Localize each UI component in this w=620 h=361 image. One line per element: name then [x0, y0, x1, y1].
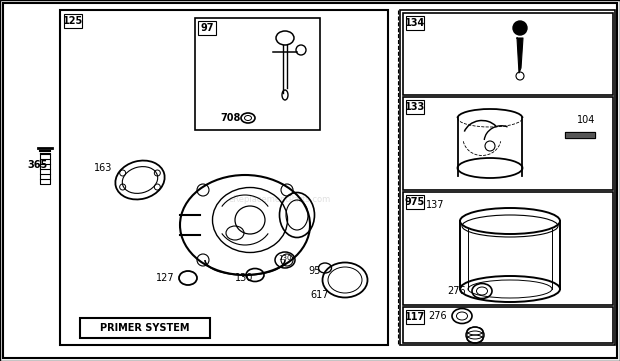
- Text: 130: 130: [278, 255, 292, 261]
- Bar: [403, 13, 613, 95]
- Bar: [198, 21, 216, 35]
- Bar: [400, 10, 615, 345]
- Text: 95: 95: [308, 266, 321, 276]
- Text: 617: 617: [310, 290, 329, 300]
- Text: 117: 117: [405, 312, 425, 322]
- Circle shape: [513, 21, 527, 35]
- Text: 365: 365: [28, 160, 48, 170]
- Text: 104: 104: [577, 115, 595, 125]
- Text: 127: 127: [156, 273, 175, 283]
- Polygon shape: [565, 132, 595, 138]
- Polygon shape: [517, 38, 523, 73]
- Bar: [406, 16, 424, 30]
- Text: eReplacementParts.com: eReplacementParts.com: [229, 196, 331, 204]
- Bar: [406, 100, 424, 114]
- Text: 125: 125: [63, 16, 83, 26]
- Text: 97: 97: [200, 23, 214, 33]
- Bar: [403, 192, 613, 305]
- Text: 137: 137: [426, 200, 445, 210]
- Text: 276: 276: [428, 311, 446, 321]
- Bar: [195, 18, 320, 130]
- Bar: [60, 10, 388, 345]
- Bar: [406, 310, 424, 324]
- Text: 130: 130: [235, 273, 254, 283]
- Bar: [406, 195, 424, 209]
- Text: 134: 134: [405, 18, 425, 28]
- Text: 163: 163: [94, 163, 112, 173]
- Bar: [403, 97, 613, 190]
- Text: 708: 708: [220, 113, 241, 123]
- Text: 975: 975: [405, 197, 425, 207]
- Text: 276: 276: [447, 286, 466, 296]
- Bar: [64, 14, 82, 28]
- Text: 133: 133: [405, 102, 425, 112]
- Bar: [80, 318, 210, 338]
- Text: PRIMER SYSTEM: PRIMER SYSTEM: [100, 323, 190, 333]
- Bar: [403, 307, 613, 343]
